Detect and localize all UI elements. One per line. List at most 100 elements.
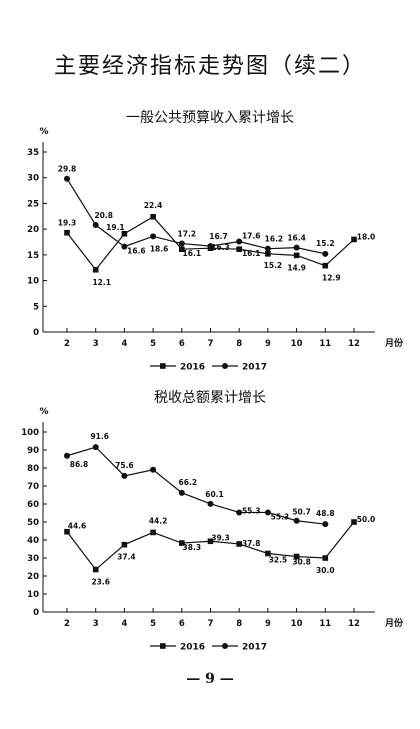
legend-label-2017: 2017 bbox=[242, 643, 267, 653]
data-point-2017 bbox=[121, 472, 128, 479]
data-label-2017: 86.8 bbox=[70, 460, 89, 469]
data-label-2017: 16.2 bbox=[265, 235, 284, 244]
data-point-2016 bbox=[322, 262, 329, 269]
x-tick-label: 2 bbox=[64, 339, 70, 349]
data-label-2017: 16.6 bbox=[127, 247, 146, 256]
data-point-2016 bbox=[236, 246, 242, 252]
y-tick-label: 5 bbox=[33, 302, 39, 312]
x-tick-label: 9 bbox=[265, 339, 271, 349]
data-label-2016: 14.9 bbox=[287, 263, 306, 272]
data-point-2017 bbox=[92, 222, 99, 229]
page-title: 主要经济指标走势图（续二） bbox=[53, 54, 366, 79]
y-tick-label: 60 bbox=[27, 500, 39, 510]
data-point-2017 bbox=[236, 509, 243, 516]
data-point-2017 bbox=[150, 466, 157, 473]
data-label-2016: 16.3 bbox=[211, 243, 230, 252]
x-tick-label: 4 bbox=[121, 619, 127, 629]
data-point-2017 bbox=[293, 244, 300, 251]
data-point-2016 bbox=[322, 555, 329, 561]
x-tick-label: 3 bbox=[93, 339, 99, 349]
data-point-2017 bbox=[264, 245, 271, 252]
data-point-2016 bbox=[92, 266, 99, 273]
chart-title: 一般公共预算收入累计增长 bbox=[126, 110, 294, 126]
series-line-2016 bbox=[66, 521, 355, 571]
y-tick-label: 10 bbox=[27, 277, 39, 287]
data-point-2017 bbox=[293, 517, 300, 524]
data-point-2016 bbox=[351, 236, 357, 243]
data-point-2017 bbox=[178, 489, 185, 496]
data-point-2016 bbox=[64, 229, 70, 236]
data-label-2017: 60.1 bbox=[205, 490, 224, 499]
data-point-2017 bbox=[264, 509, 271, 516]
data-point-2017 bbox=[236, 238, 243, 245]
data-label-2016: 44.2 bbox=[149, 516, 168, 525]
chart-revenue-growth: 一般公共预算收入累计增长% 0 5 10 15 20 25 30 35 2 3 4 5 6 7 8 9 10 11 1… bbox=[27, 110, 404, 373]
data-point-2017 bbox=[121, 243, 128, 250]
legend-marker-2017 bbox=[222, 363, 228, 369]
y-tick-label: 70 bbox=[27, 482, 39, 492]
data-label-2016: 38.3 bbox=[183, 543, 202, 552]
data-label-2017: 16.4 bbox=[287, 234, 306, 243]
data-point-2016 bbox=[293, 553, 300, 560]
data-point-2016 bbox=[265, 550, 271, 557]
y-tick-label: 30 bbox=[27, 174, 39, 184]
data-point-2016 bbox=[293, 252, 300, 259]
x-axis-label: 月份 bbox=[384, 337, 404, 349]
chart-title: 税收总额累计增长 bbox=[154, 390, 266, 406]
data-point-2016 bbox=[236, 541, 242, 547]
y-tick-label: 20 bbox=[27, 225, 39, 235]
x-tick-label: 8 bbox=[236, 619, 242, 629]
data-label-2016: 23.6 bbox=[91, 578, 110, 587]
data-point-2017 bbox=[64, 452, 70, 459]
x-tick-label: 12 bbox=[348, 619, 360, 629]
data-label-2017: 55.3 bbox=[271, 512, 290, 521]
y-tick-label: 0 bbox=[33, 328, 39, 338]
data-point-2017 bbox=[322, 521, 329, 528]
y-tick-label: 25 bbox=[27, 199, 39, 209]
x-tick-label: 3 bbox=[93, 619, 99, 629]
y-axis-label: % bbox=[39, 127, 48, 137]
x-tick-label: 11 bbox=[319, 339, 331, 349]
data-point-2017 bbox=[207, 243, 214, 250]
x-tick-label: 12 bbox=[348, 339, 360, 349]
data-point-2016 bbox=[150, 214, 156, 220]
data-label-2016: 30.8 bbox=[292, 558, 311, 567]
series-line-2017 bbox=[66, 446, 326, 525]
data-label-2017: 55.3 bbox=[242, 506, 261, 515]
x-tick-label: 7 bbox=[208, 339, 214, 349]
y-tick-label: 0 bbox=[33, 608, 39, 618]
legend-label-2017: 2017 bbox=[242, 363, 267, 373]
data-label-2017: 48.8 bbox=[316, 509, 335, 518]
x-tick-label: 10 bbox=[291, 619, 303, 629]
data-label-2016: 50.0 bbox=[357, 515, 376, 524]
y-tick-label: 15 bbox=[27, 251, 39, 261]
data-point-2017 bbox=[92, 444, 99, 451]
y-tick-label: 50 bbox=[27, 518, 39, 528]
y-tick-label: 40 bbox=[27, 536, 39, 546]
data-point-2016 bbox=[150, 529, 156, 536]
y-tick-label: 90 bbox=[27, 446, 39, 456]
y-axis-label: % bbox=[39, 407, 48, 417]
data-label-2017: 29.8 bbox=[58, 165, 77, 174]
x-tick-label: 5 bbox=[150, 339, 156, 349]
data-point-2016 bbox=[121, 230, 128, 237]
page-number: — 9 — bbox=[186, 671, 234, 687]
y-tick-label: 35 bbox=[27, 148, 39, 158]
legend-marker-2016 bbox=[160, 363, 166, 369]
legend-label-2016: 2016 bbox=[180, 643, 205, 653]
data-label-2016: 12.9 bbox=[322, 274, 341, 283]
x-tick-label: 10 bbox=[291, 339, 303, 349]
data-label-2017: 20.8 bbox=[94, 211, 113, 220]
x-tick-label: 11 bbox=[319, 619, 331, 629]
data-label-2016: 44.6 bbox=[68, 522, 87, 531]
x-tick-label: 8 bbox=[236, 339, 242, 349]
data-label-2017: 15.2 bbox=[316, 239, 335, 248]
data-label-2016: 12.1 bbox=[92, 278, 111, 287]
x-tick-label: 6 bbox=[179, 339, 185, 349]
data-point-2016 bbox=[179, 540, 185, 546]
data-label-2016: 37.8 bbox=[242, 539, 261, 548]
data-label-2017: 50.7 bbox=[292, 508, 311, 517]
y-tick-label: 30 bbox=[27, 554, 39, 564]
x-tick-label: 9 bbox=[265, 619, 271, 629]
